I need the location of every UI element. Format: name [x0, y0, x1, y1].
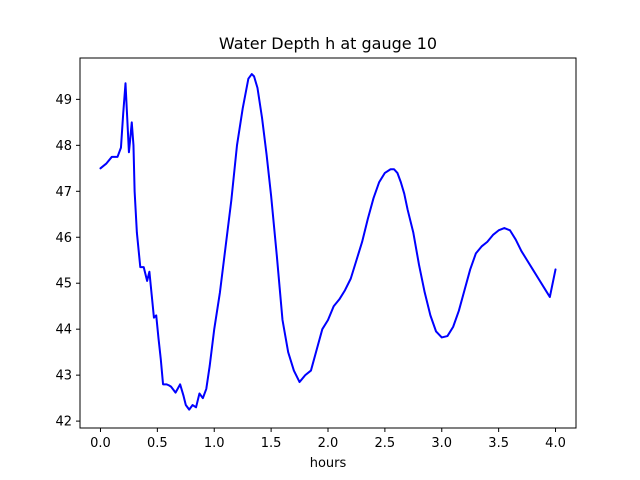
y-tick-label: 47: [55, 185, 72, 200]
plot-area: [99, 73, 557, 411]
y-tick-label: 45: [55, 277, 72, 292]
y-axis: 42 43 44 45 46 47 48 49: [55, 93, 80, 430]
y-tick-label: 42: [55, 415, 72, 430]
x-axis: 0.0 0.5 1.0 1.5 2.0 2.5 3.0 3.5 4.0: [90, 428, 566, 451]
x-tick-label: 0.0: [90, 436, 111, 451]
x-tick-label: 3.5: [488, 436, 509, 451]
y-tick-label: 48: [55, 139, 72, 154]
series-line-0: [99, 73, 557, 411]
x-tick-label: 3.0: [431, 436, 452, 451]
x-tick-label: 1.0: [204, 436, 225, 451]
y-tick-label: 44: [55, 323, 72, 338]
x-axis-label: hours: [310, 456, 347, 471]
y-tick-label: 46: [55, 231, 72, 246]
y-tick-label: 43: [55, 369, 72, 384]
x-tick-label: 2.0: [318, 436, 339, 451]
x-tick-label: 4.0: [545, 436, 566, 451]
x-tick-label: 2.5: [375, 436, 396, 451]
chart-title: Water Depth h at gauge 10: [219, 34, 437, 53]
y-tick-label: 49: [55, 93, 72, 108]
x-tick-label: 1.5: [261, 436, 282, 451]
x-tick-label: 0.5: [147, 436, 168, 451]
